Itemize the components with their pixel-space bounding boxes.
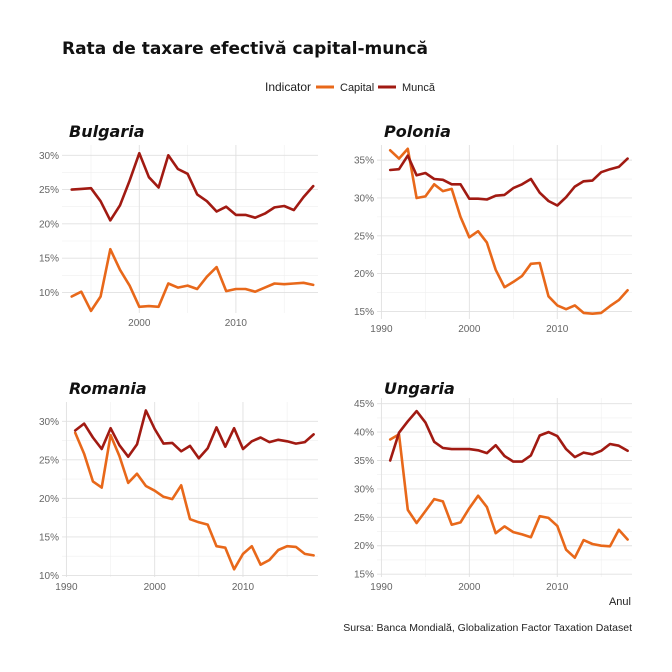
panel-title-2: Romania	[69, 379, 147, 398]
y-tick-label: 10%	[39, 571, 59, 582]
y-tick-label: 30%	[354, 484, 374, 495]
legend-label-0: Capital	[340, 82, 374, 94]
y-tick-label: 25%	[354, 513, 374, 524]
panel-2: 10% 15% 20% 25% 30% 1990 2000 2010 Romania	[39, 379, 318, 593]
y-tick-label: 30%	[39, 151, 59, 162]
x-tick-label: 2010	[546, 582, 569, 593]
y-tick-label: 35%	[354, 456, 374, 467]
series-line-munca	[388, 154, 629, 207]
chart-title: Rata de taxare efectivă capital-muncă	[62, 39, 428, 59]
y-tick-label: 25%	[354, 231, 374, 242]
series-line-munca	[73, 409, 315, 460]
x-tick-label: 1990	[55, 582, 78, 593]
y-tick-label: 45%	[354, 399, 374, 410]
y-tick-label: 15%	[354, 307, 374, 318]
series-line-capital	[73, 431, 315, 571]
series-line-capital	[70, 247, 315, 313]
y-tick-label: 40%	[354, 428, 374, 439]
panel-3: 15% 20% 25% 30% 35% 40% 45% 1990 2000 2010 Ungaria	[354, 379, 632, 593]
y-tick-label: 15%	[354, 570, 374, 581]
y-tick-label: 30%	[39, 417, 59, 428]
x-tick-label: 2000	[144, 582, 167, 593]
x-tick-label: 2010	[546, 324, 569, 335]
source-caption: Sursa: Banca Mondială, Globalization Fac…	[343, 622, 632, 634]
series-line-capital	[388, 433, 629, 559]
x-tick-label: 2010	[232, 582, 255, 593]
panel-1: 15% 20% 25% 30% 35% 1990 2000 2010 Polonia	[354, 122, 632, 335]
x-axis-title: Anul	[609, 596, 631, 608]
panel-title-0: Bulgaria	[69, 122, 145, 141]
y-tick-label: 20%	[39, 219, 59, 230]
series-line-munca	[70, 151, 315, 222]
legend-label-1: Muncă	[402, 82, 436, 94]
x-tick-label: 1990	[370, 582, 393, 593]
x-tick-label: 2000	[458, 582, 481, 593]
y-tick-label: 15%	[39, 532, 59, 543]
panel-title-1: Polonia	[384, 122, 451, 141]
y-tick-label: 20%	[354, 541, 374, 552]
panel-title-3: Ungaria	[384, 379, 455, 398]
y-tick-label: 30%	[354, 193, 374, 204]
y-tick-label: 20%	[354, 269, 374, 280]
y-tick-label: 20%	[39, 494, 59, 505]
legend: Indicator Capital Muncă	[265, 80, 436, 94]
x-tick-label: 2000	[128, 318, 151, 329]
legend-title: Indicator	[265, 80, 311, 94]
y-tick-label: 35%	[354, 156, 374, 167]
y-tick-label: 10%	[39, 288, 59, 299]
panel-0: 10% 15% 20% 25% 30% 2000 2010 Bulgaria	[39, 122, 318, 329]
series-line-capital	[388, 147, 629, 315]
panels-container: 10% 15% 20% 25% 30% 2000 2010 Bulgaria 15% 20% 25%…	[39, 122, 632, 593]
y-tick-label: 25%	[39, 185, 59, 196]
series-line-munca	[388, 409, 629, 463]
y-tick-label: 25%	[39, 455, 59, 466]
x-tick-label: 1990	[370, 324, 393, 335]
y-tick-label: 15%	[39, 254, 59, 265]
x-tick-label: 2010	[225, 318, 248, 329]
x-tick-label: 2000	[458, 324, 481, 335]
